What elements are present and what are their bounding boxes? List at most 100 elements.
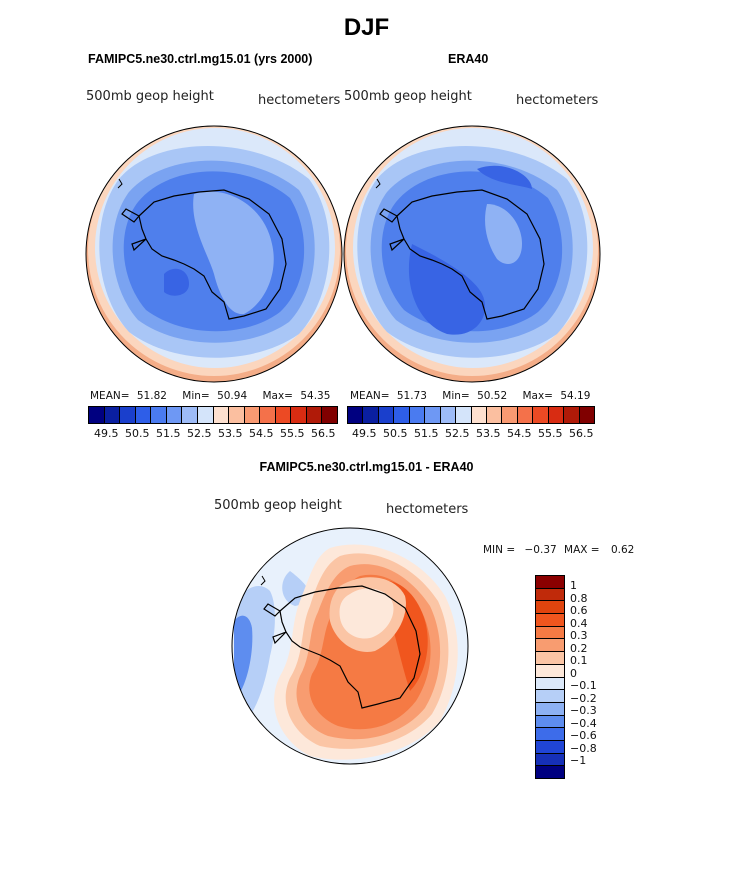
diff-cb-tick: −0.6	[570, 729, 597, 742]
diff-cb-tick: 0.2	[570, 642, 588, 655]
colorbar-swatch	[536, 664, 564, 678]
right-panel-title: ERA40	[448, 52, 489, 66]
diff-map	[231, 527, 469, 765]
right-contour-50-5	[408, 244, 486, 335]
right-cb-tick: 50.5	[383, 427, 408, 440]
diff-interior-lowest	[339, 588, 394, 639]
colorbar-swatch	[471, 407, 487, 423]
diff-max-label: MAX =	[564, 544, 600, 556]
diff-cb-tick: −0.8	[570, 742, 597, 755]
left-peninsula-outline	[121, 208, 147, 252]
right-colorbar	[347, 406, 595, 424]
diff-map-border	[231, 527, 469, 765]
right-cb-tick: 53.5	[476, 427, 501, 440]
colorbar-swatch	[536, 740, 564, 754]
colorbar-swatch	[536, 715, 564, 729]
colorbar-swatch	[378, 407, 395, 423]
diff-contour-neg-0-3	[234, 615, 253, 701]
colorbar-swatch	[306, 407, 323, 423]
diff-max-value: 0.62	[610, 544, 635, 556]
left-cb-tick: 55.5	[280, 427, 305, 440]
diff-variable-label: 500mb geop height	[214, 498, 342, 513]
left-map	[85, 125, 343, 383]
right-cb-tick: 54.5	[507, 427, 532, 440]
left-contour-50-5	[164, 268, 189, 296]
left-cb-tick: 53.5	[218, 427, 243, 440]
left-cb-tick: 56.5	[311, 427, 336, 440]
right-map	[343, 125, 601, 383]
diff-cb-tick: 0.6	[570, 604, 588, 617]
colorbar-swatch	[213, 407, 230, 423]
left-min-value: 50.94	[217, 390, 248, 402]
colorbar-swatch	[502, 407, 518, 423]
diff-colorbar-labels: 1 0.8 0.6 0.4 0.3 0.2 0.1 0 −0.1 −0.2 −0…	[570, 576, 630, 776]
colorbar-swatch	[363, 407, 379, 423]
diff-cb-tick: −0.1	[570, 679, 597, 692]
colorbar-swatch	[322, 407, 337, 423]
left-mean-label: MEAN=	[90, 390, 130, 402]
diff-units-label: hectometers	[386, 502, 469, 517]
right-south-america-tip	[375, 178, 381, 189]
colorbar-swatch	[536, 626, 564, 640]
right-min-value: 50.52	[477, 390, 508, 402]
colorbar-swatch	[197, 407, 214, 423]
colorbar-swatch	[536, 728, 564, 741]
right-max-label: Max=	[522, 390, 553, 402]
colorbar-swatch	[536, 652, 564, 665]
colorbar-swatch	[579, 407, 594, 423]
right-stats: MEAN= 51.73 Min= 50.52 Max= 54.19	[350, 390, 590, 402]
right-cb-tick: 56.5	[569, 427, 594, 440]
colorbar-swatch	[517, 407, 534, 423]
left-mean-value: 51.82	[136, 390, 167, 402]
left-max-label: Max=	[262, 390, 293, 402]
right-peninsula-outline	[379, 208, 405, 252]
left-colorbar	[88, 406, 338, 424]
colorbar-swatch	[291, 407, 307, 423]
right-contour-52-interior	[485, 204, 522, 264]
right-cb-tick: 55.5	[538, 427, 563, 440]
main-title: DJF	[343, 14, 390, 41]
colorbar-swatch	[394, 407, 410, 423]
colorbar-swatch	[548, 407, 565, 423]
diff-cb-tick: 0	[570, 667, 577, 680]
left-antarctica-coastline	[138, 189, 287, 320]
diff-stats: MIN = −0.37 MAX = 0.62	[483, 544, 634, 556]
right-cb-tick: 49.5	[352, 427, 377, 440]
left-min-label: Min=	[182, 390, 210, 402]
colorbar-swatch	[536, 677, 564, 691]
right-max-value: 54.19	[560, 390, 591, 402]
left-map-border	[85, 125, 343, 383]
colorbar-swatch	[229, 407, 245, 423]
colorbar-swatch	[536, 639, 564, 653]
colorbar-swatch	[536, 588, 564, 602]
left-cb-tick: 52.5	[187, 427, 212, 440]
left-cb-tick: 49.5	[94, 427, 119, 440]
colorbar-swatch	[486, 407, 503, 423]
colorbar-swatch	[536, 753, 564, 767]
diff-cb-tick: −0.2	[570, 692, 597, 705]
diff-cb-tick: 1	[570, 579, 577, 592]
colorbar-swatch	[260, 407, 276, 423]
colorbar-swatch	[104, 407, 121, 423]
left-variable-label: 500mb geop height	[86, 89, 214, 104]
diff-cb-tick: 0.4	[570, 617, 588, 630]
right-mean-value: 51.73	[396, 390, 427, 402]
diff-cb-tick: 0.1	[570, 654, 588, 667]
left-cb-tick: 51.5	[156, 427, 181, 440]
left-max-value: 54.35	[300, 390, 331, 402]
right-min-label: Min=	[442, 390, 470, 402]
left-units-label: hectometers	[258, 93, 341, 108]
left-cb-tick: 54.5	[249, 427, 274, 440]
diff-min-label: MIN =	[483, 544, 516, 556]
colorbar-swatch	[409, 407, 426, 423]
colorbar-swatch	[244, 407, 261, 423]
right-cb-tick: 51.5	[414, 427, 439, 440]
colorbar-swatch	[456, 407, 472, 423]
right-mean-label: MEAN=	[350, 390, 390, 402]
colorbar-swatch	[120, 407, 136, 423]
left-south-america-tip	[117, 178, 123, 189]
colorbar-swatch	[275, 407, 292, 423]
right-map-border	[343, 125, 601, 383]
colorbar-swatch	[182, 407, 198, 423]
right-antarctica-coastline	[396, 189, 545, 320]
